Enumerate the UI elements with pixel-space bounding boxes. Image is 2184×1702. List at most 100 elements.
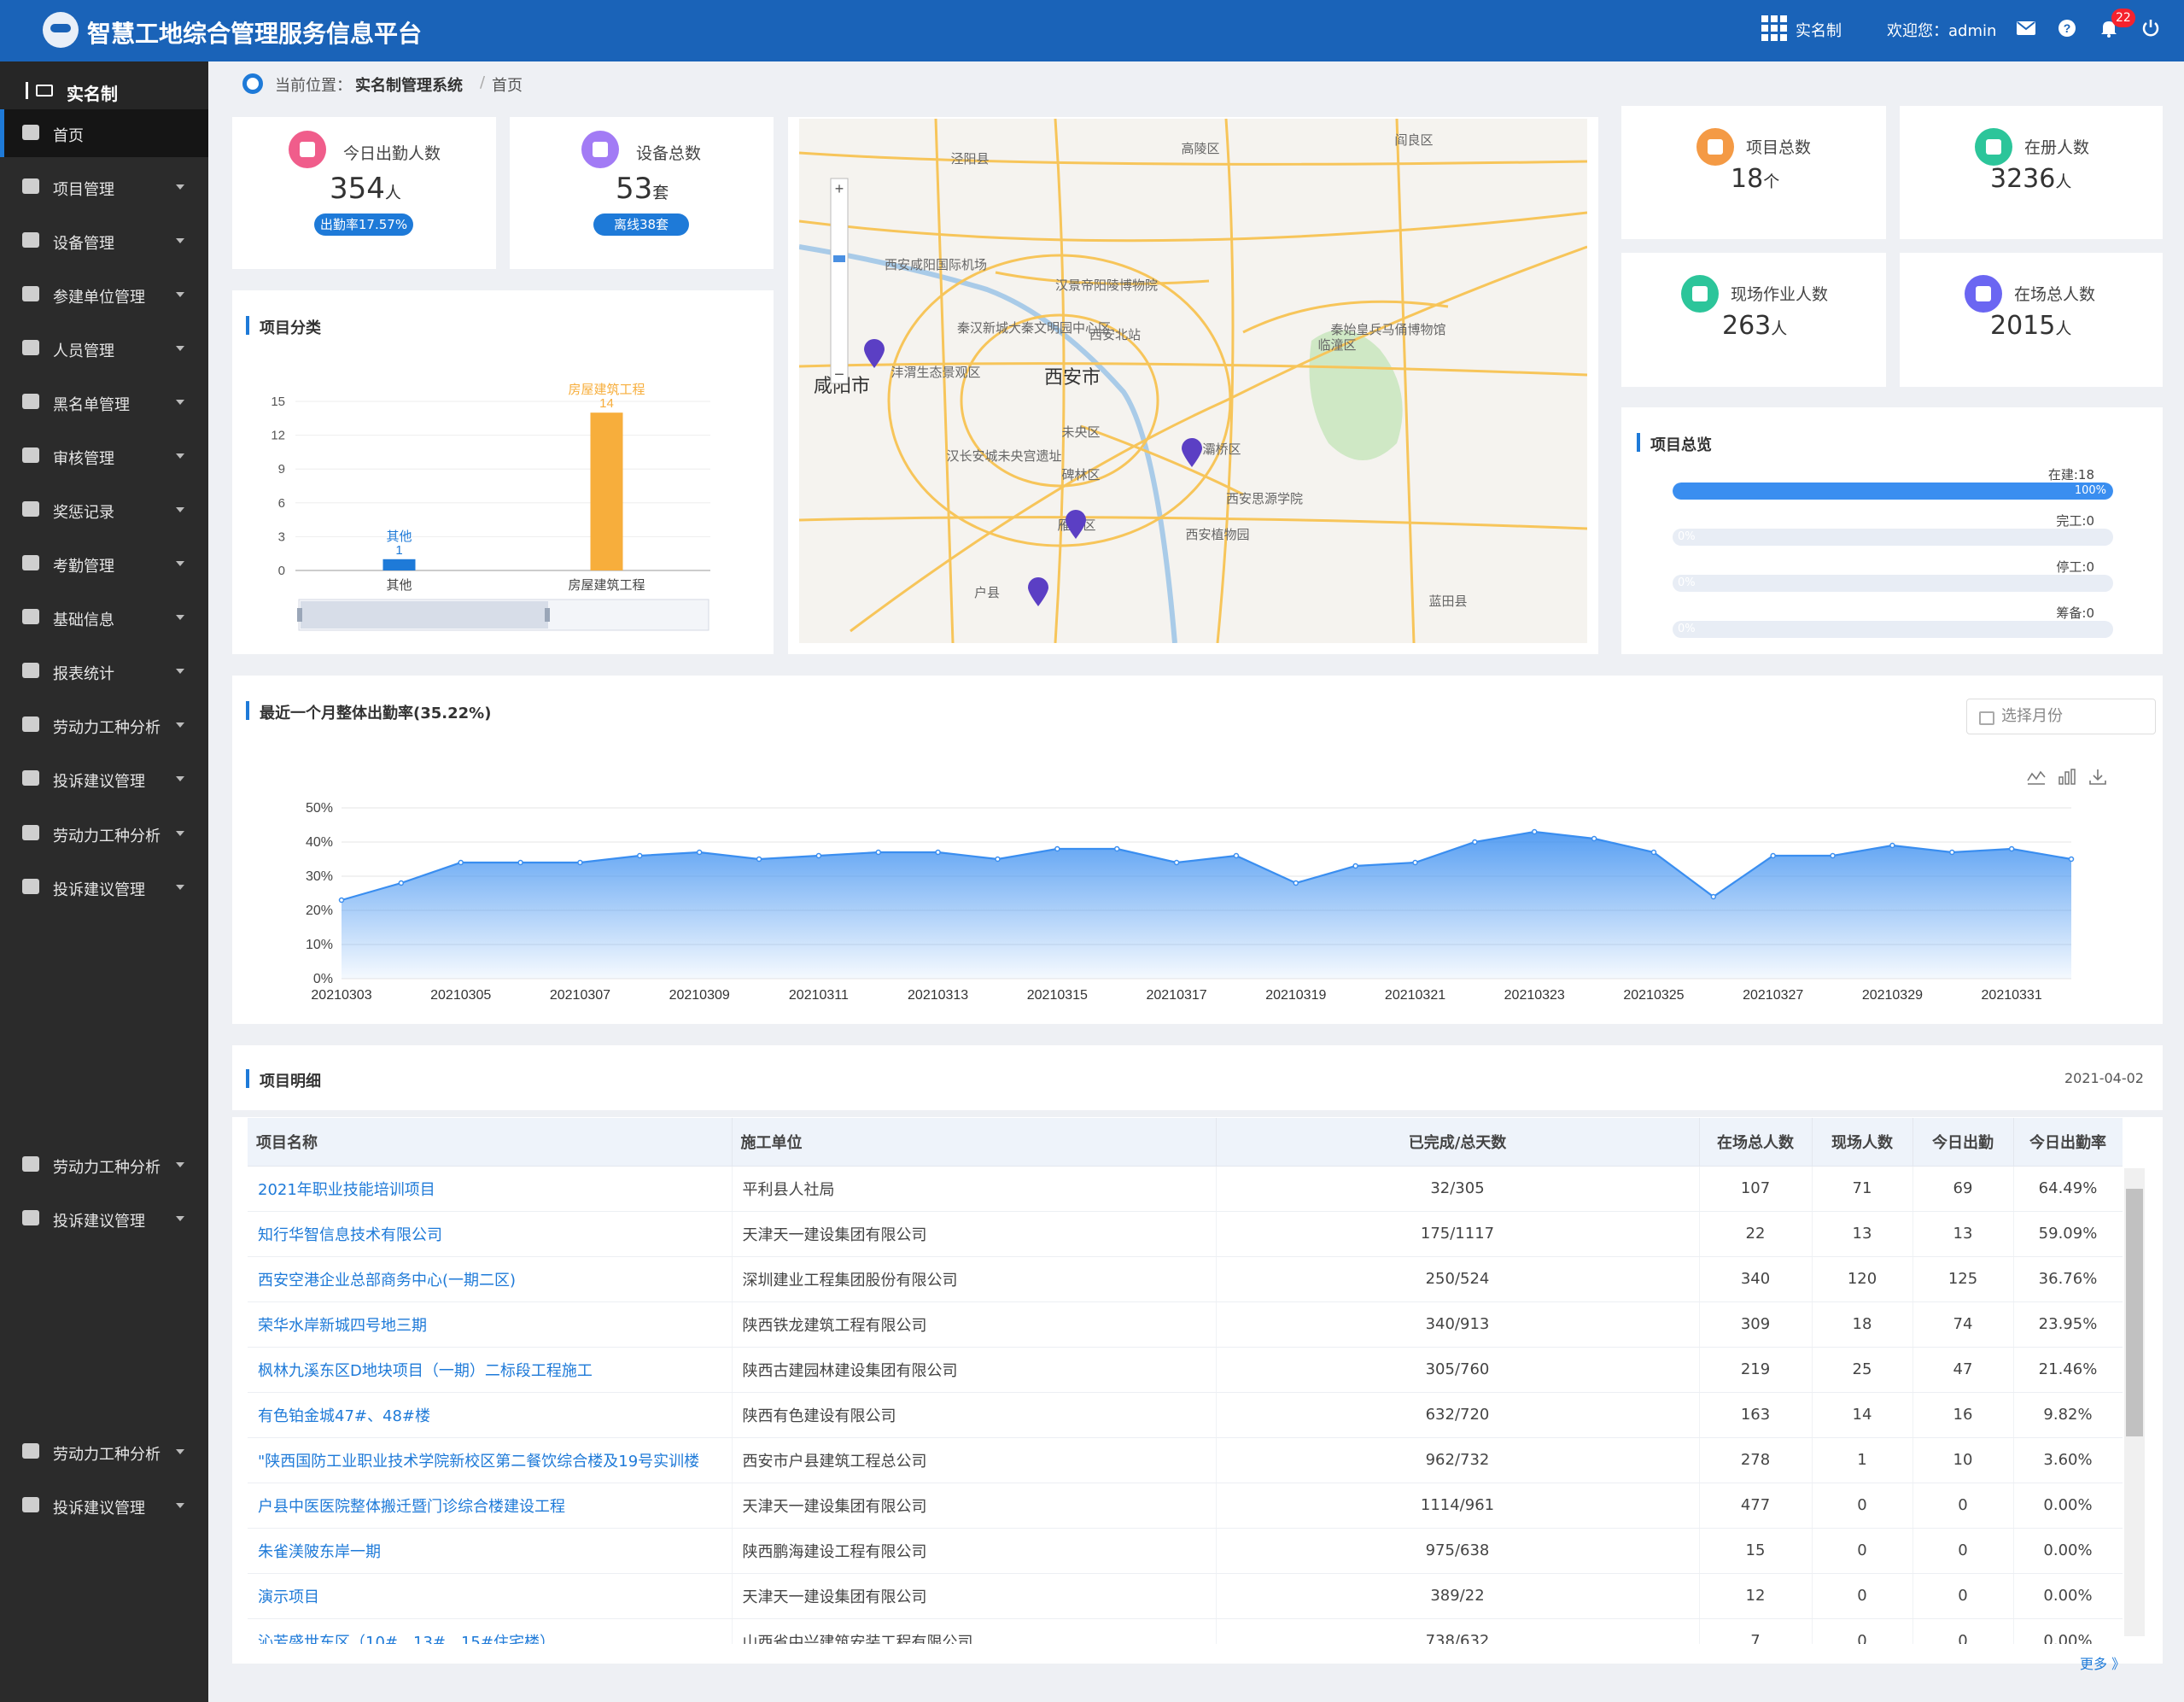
power-icon[interactable]: [2141, 19, 2160, 38]
project-name-link[interactable]: 有色铂金城47#、48#楼: [248, 1392, 733, 1438]
table-cell: 69: [1912, 1166, 2014, 1212]
project-name-link[interactable]: 知行华智信息技术有限公司: [248, 1211, 733, 1257]
zoom-in-icon: +: [835, 180, 844, 197]
project-name-link[interactable]: 西安空港企业总部商务中心(一期二区): [248, 1256, 733, 1302]
sidebar-item-label: 投诉建议管理: [53, 1213, 145, 1231]
sidebar-item-0[interactable]: 首页: [0, 109, 208, 157]
table-row: 户县中医医院整体搬迁暨门诊综合楼建设工程 天津天一建设集团有限公司 1114/961…: [248, 1483, 2123, 1529]
data-point: [1531, 828, 1538, 835]
ring-road: [960, 313, 1159, 488]
month-picker[interactable]: 选择月份: [1966, 699, 2156, 734]
map-road: [799, 151, 1587, 166]
stat-value: 2015人: [1990, 311, 2072, 341]
column-header[interactable]: 今日出勤率: [2013, 1118, 2123, 1167]
bell-icon[interactable]: [2099, 19, 2118, 38]
detail-date: 2021-04-02: [2064, 1070, 2144, 1086]
bar-chart-icon[interactable]: [2058, 769, 2076, 786]
x-tick-label: 20210323: [1504, 988, 1565, 1003]
scroll-thumb[interactable]: [2126, 1189, 2143, 1436]
project-name-link[interactable]: 荣华水岸新城四号地三期: [248, 1301, 733, 1348]
map-place-label: 阎良区: [1394, 133, 1433, 148]
map-place-label: 蓝田县: [1428, 594, 1467, 609]
x-tick-label: 20210329: [1862, 988, 1923, 1003]
grid-icon[interactable]: [1761, 15, 1787, 41]
info-icon: [22, 609, 39, 624]
y-tick-label: 50%: [306, 801, 333, 816]
project-table: 项目名称 施工单位 已完成/总天数 在场总人数 现场人数 今日出勤 今日出勤率 2021年职…: [248, 1118, 2123, 1644]
audit-icon: [22, 447, 39, 463]
line-chart-icon[interactable]: [2027, 769, 2046, 786]
table-cell: 0: [1912, 1618, 2014, 1644]
module-switch[interactable]: 实名制: [1796, 22, 1842, 40]
project-name-link[interactable]: 朱雀渼陂东岸一期: [248, 1528, 733, 1574]
x-tick-label: 20210311: [789, 988, 849, 1003]
map-card: 泾阳县 高陵区 西安咸阳国际机场 汉景帝阳陵博物院 秦汉新城大秦文明园中心区 西安北站 咸阳…: [788, 117, 1598, 654]
sidebar-item-label: 项目管理: [53, 181, 114, 199]
sidebar-item-12[interactable]: 投诉建议管理: [0, 755, 208, 803]
map-view[interactable]: 泾阳县高陵区西安咸阳国际机场汉景帝阳陵博物院秦汉新城大秦文明园中心区西安北站咸阳…: [799, 119, 1587, 643]
y-tick-label: 15: [271, 395, 285, 409]
sidebar-item-label: 投诉建议管理: [53, 1500, 145, 1518]
table-viewport[interactable]: 项目名称 施工单位 已完成/总天数 在场总人数 现场人数 今日出勤 今日出勤率 2021年职…: [248, 1118, 2123, 1644]
table-cell: 340: [1699, 1256, 1813, 1302]
sidebar-item-17[interactable]: 劳动力工种分析: [0, 1428, 208, 1476]
worker-icon: [22, 716, 39, 732]
sidebar-item-10[interactable]: 报表统计: [0, 647, 208, 695]
map-place-label: 户县: [974, 586, 1000, 600]
x-tick-label: 20210315: [1027, 988, 1088, 1003]
sidebar-item-8[interactable]: 考勤管理: [0, 540, 208, 588]
table-cell: 389/22: [1216, 1573, 1700, 1619]
data-point: [1710, 893, 1717, 900]
zoom-out-icon: −: [834, 366, 844, 384]
table-cell: 219: [1699, 1347, 1813, 1393]
table-cell: 0: [1812, 1618, 1913, 1644]
data-point: [1650, 849, 1657, 856]
table-cell: 陕西古建园林建设集团有限公司: [732, 1347, 1217, 1393]
download-icon[interactable]: [2088, 769, 2107, 786]
data-point: [1591, 835, 1597, 842]
chevron-down-icon: [176, 669, 184, 674]
help-icon[interactable]: ?: [2058, 19, 2076, 38]
data-point: [1113, 845, 1120, 852]
notification-badge: 22: [2111, 9, 2135, 27]
registered-icon: [1975, 128, 2012, 166]
project-name-link[interactable]: "陕西国防工业职业技术学院新校区第二餐饮综合楼及19号实训楼: [248, 1437, 733, 1483]
sidebar-item-1[interactable]: 项目管理: [0, 163, 208, 211]
sidebar-item-18[interactable]: 投诉建议管理: [0, 1482, 208, 1529]
sidebar-item-4[interactable]: 人员管理: [0, 325, 208, 372]
sidebar-item-13[interactable]: 劳动力工种分析: [0, 810, 208, 857]
project-name-link[interactable]: 演示项目: [248, 1573, 733, 1619]
project-name-link[interactable]: 户县中医医院整体搬迁暨门诊综合楼建设工程: [248, 1483, 733, 1529]
sidebar-item-15[interactable]: 劳动力工种分析: [0, 1141, 208, 1189]
more-link[interactable]: 更多 》: [2080, 1656, 2126, 1672]
table-scrollbar[interactable]: [2124, 1168, 2145, 1636]
sidebar-item-7[interactable]: 奖惩记录: [0, 486, 208, 534]
table-cell: 0.00%: [2013, 1483, 2123, 1529]
map-marker-icon: [1182, 438, 1202, 467]
sidebar-item-6[interactable]: 审核管理: [0, 432, 208, 480]
project-name-link[interactable]: 枫林九溪东区D地块项目（一期）二标段工程施工: [248, 1347, 733, 1393]
y-tick-label: 0%: [313, 972, 333, 986]
project-name-link[interactable]: 2021年职业技能培训项目: [248, 1166, 733, 1212]
data-point: [875, 849, 882, 856]
stat-value: 53套: [616, 172, 669, 206]
overview-progress-pct: 0%: [1678, 530, 1696, 543]
mail-icon[interactable]: [2017, 21, 2035, 35]
sidebar-item-3[interactable]: 参建单位管理: [0, 271, 208, 319]
breadcrumb-system[interactable]: 实名制管理系统: [355, 77, 463, 95]
sidebar-item-2[interactable]: 设备管理: [0, 217, 208, 265]
zoom-handle-right: [545, 608, 550, 622]
stat-label: 在场总人数: [2014, 285, 2096, 304]
map-place-label: 西安思源学院: [1226, 491, 1303, 506]
sidebar-item-11[interactable]: 劳动力工种分析: [0, 701, 208, 749]
project-name-link[interactable]: 沁芳盛世东区（10#、13#、15#住宅楼）: [248, 1618, 733, 1644]
sidebar-item-label: 报表统计: [53, 665, 114, 683]
column-header: 已完成/总天数: [1216, 1118, 1700, 1167]
sidebar-item-16[interactable]: 投诉建议管理: [0, 1195, 208, 1243]
sidebar-item-14[interactable]: 投诉建议管理: [0, 863, 208, 911]
sidebar-item-label: 劳动力工种分析: [53, 719, 161, 737]
sidebar-item-5[interactable]: 黑名单管理: [0, 378, 208, 426]
table-cell: 47: [1912, 1347, 2014, 1393]
sidebar-item-9[interactable]: 基础信息: [0, 594, 208, 641]
stat-value: 3236人: [1990, 164, 2072, 194]
